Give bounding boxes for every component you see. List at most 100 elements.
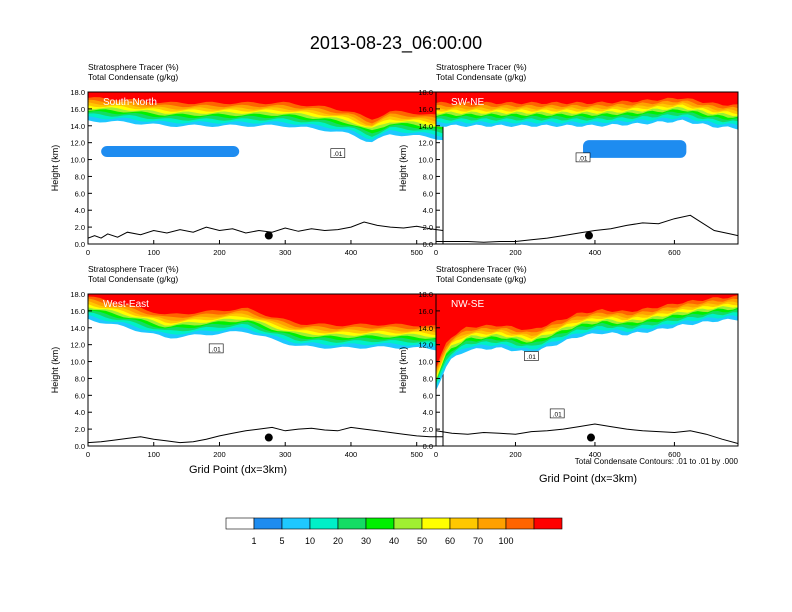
y-tick-label: 14.0 — [70, 324, 85, 333]
y-tick-label: 6.0 — [75, 391, 85, 400]
colorbar-tick-label: 20 — [333, 536, 343, 546]
plot-area: .01 — [88, 92, 443, 240]
x-tick-label: 200 — [509, 450, 522, 459]
panel-header-tracer: Stratosphere Tracer (%) — [436, 264, 527, 274]
colorbar-swatch — [253, 517, 283, 530]
panel-title: NW-SE — [451, 299, 484, 310]
panel-sw-ne: Stratosphere Tracer (%)Total Condensate … — [398, 62, 739, 257]
y-tick-label: 16.0 — [418, 307, 433, 316]
panel-header-tracer: Stratosphere Tracer (%) — [88, 264, 179, 274]
colorbar-swatch — [477, 517, 507, 530]
y-tick-label: 0.0 — [423, 442, 433, 451]
colorbar-swatch — [393, 517, 423, 530]
x-tick-label: 400 — [345, 248, 358, 257]
contour-label-box — [330, 148, 346, 158]
contour-label: .01 — [527, 354, 536, 361]
x-tick-label: 500 — [410, 248, 423, 257]
colorbar-swatch — [309, 517, 339, 530]
colorbar-swatch — [421, 517, 451, 530]
plot-frame — [435, 293, 739, 447]
plot-area: .01 — [436, 92, 738, 243]
contour-label-box — [524, 351, 539, 361]
colorbar-tick-label: 10 — [305, 536, 315, 546]
contour-label: .01 — [579, 155, 588, 162]
tracer-band — [88, 92, 443, 120]
panel-title: South-North — [103, 97, 157, 108]
contour-label: .01 — [333, 151, 342, 158]
panel-header-condensate: Total Condensate (g/kg) — [88, 274, 178, 284]
y-tick-label: 2.0 — [75, 223, 85, 232]
y-tick-label: 6.0 — [423, 391, 433, 400]
y-tick-label: 18.0 — [418, 88, 433, 97]
colorbar-swatch — [281, 517, 311, 530]
y-tick-label: 2.0 — [423, 425, 433, 434]
panel-south-north: Stratosphere Tracer (%)Total Condensate … — [50, 62, 444, 257]
x-tick-label: 600 — [668, 248, 681, 257]
y-tick-label: 6.0 — [423, 189, 433, 198]
panels-group: Stratosphere Tracer (%)Total Condensate … — [50, 62, 739, 459]
y-tick-label: 14.0 — [418, 122, 433, 131]
y-tick-label: 10.0 — [418, 156, 433, 165]
y-tick-label: 8.0 — [423, 172, 433, 181]
colorbar-tick-label: 50 — [417, 536, 427, 546]
y-tick-label: 0.0 — [75, 240, 85, 249]
x-tick-label: 300 — [279, 248, 292, 257]
terrain-line — [436, 423, 738, 444]
x-tick-label: 200 — [509, 248, 522, 257]
colorbar-tick-label: 70 — [473, 536, 483, 546]
y-tick-label: 8.0 — [75, 374, 85, 383]
plot-frame — [87, 91, 444, 245]
x-axis-label-right: Grid Point (dx=3km) — [539, 473, 637, 485]
x-tick-label: 500 — [410, 450, 423, 459]
terrain-line — [88, 221, 443, 239]
x-tick-label: 0 — [86, 248, 90, 257]
contour-label: .01 — [553, 411, 562, 418]
y-tick-label: 4.0 — [423, 206, 433, 215]
colorbar-tick-label: 100 — [498, 536, 513, 546]
y-axis-label: Height (km) — [50, 145, 60, 192]
y-tick-label: 2.0 — [75, 425, 85, 434]
footer-note: Total Condensate Contours: .01 to .01 by… — [575, 457, 739, 466]
y-tick-label: 12.0 — [70, 139, 85, 148]
x-tick-label: 100 — [147, 248, 160, 257]
x-tick-label: 200 — [213, 248, 226, 257]
panel-header-condensate: Total Condensate (g/kg) — [436, 72, 526, 82]
y-tick-label: 8.0 — [423, 374, 433, 383]
contour-label: .01 — [212, 346, 221, 353]
location-marker — [264, 433, 273, 442]
x-tick-label: 0 — [434, 450, 438, 459]
y-tick-label: 16.0 — [418, 105, 433, 114]
x-tick-label: 200 — [213, 450, 226, 459]
colorbar-swatch — [337, 517, 367, 530]
tracer-band — [436, 294, 738, 369]
terrain-line — [436, 214, 738, 243]
panel-header-condensate: Total Condensate (g/kg) — [436, 274, 526, 284]
x-tick-label: 0 — [86, 450, 90, 459]
plot-area: .01 .01 — [436, 294, 738, 444]
y-tick-label: 4.0 — [75, 206, 85, 215]
y-tick-label: 2.0 — [423, 223, 433, 232]
contour-label-box — [208, 343, 224, 354]
colorbar-swatch — [449, 517, 479, 530]
plot-frame — [435, 91, 739, 245]
contour-label-box — [575, 152, 591, 163]
colorbar-swatch — [225, 517, 255, 530]
tracer-band — [88, 294, 443, 327]
y-tick-label: 12.0 — [418, 341, 433, 350]
x-axis-label-left: Grid Point (dx=3km) — [189, 464, 287, 476]
y-axis-label: Height (km) — [50, 347, 60, 394]
terrain-line — [88, 426, 443, 444]
y-tick-label: 0.0 — [75, 442, 85, 451]
colorbar-tick-label: 30 — [361, 536, 371, 546]
y-axis-label: Height (km) — [398, 347, 408, 394]
y-tick-label: 18.0 — [70, 290, 85, 299]
colorbar-swatch — [365, 517, 395, 530]
y-axis-label: Height (km) — [398, 145, 408, 192]
y-tick-label: 18.0 — [70, 88, 85, 97]
x-tick-label: 0 — [434, 248, 438, 257]
x-tick-label: 400 — [345, 450, 358, 459]
y-tick-label: 16.0 — [70, 105, 85, 114]
colorbar-tick-label: 1 — [251, 536, 256, 546]
panel-header-tracer: Stratosphere Tracer (%) — [88, 62, 179, 72]
x-tick-label: 600 — [668, 450, 681, 459]
